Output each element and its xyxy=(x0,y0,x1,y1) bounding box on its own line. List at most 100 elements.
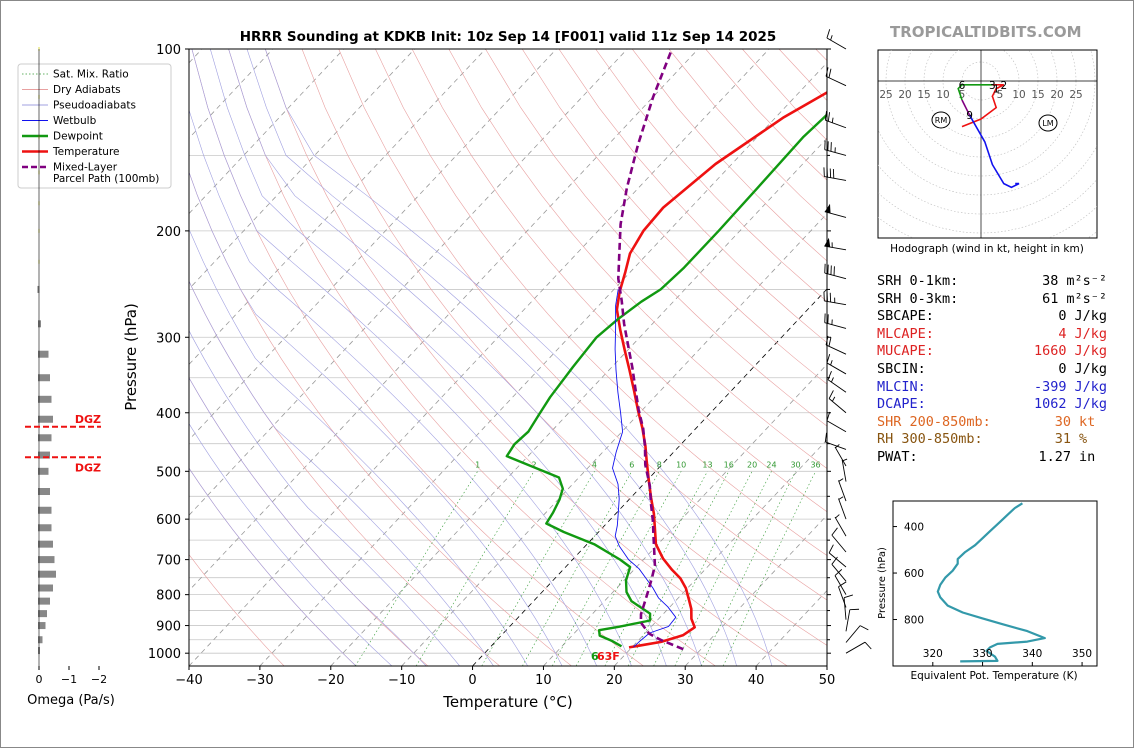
skewt-axis-ticks: −40 −30 −20 −10 0 10 20 30 40 50 100 200 300 400 500 60… xyxy=(148,43,835,688)
storm-motion-label: LM xyxy=(1042,119,1053,128)
barb-half-feather xyxy=(830,360,833,366)
barb-staff xyxy=(838,498,847,520)
parameters-table: SRH 0-1km: 38 m²s⁻² SRH 0-3km: 61 m²s⁻² SBCAPE… xyxy=(877,273,1107,467)
barb-feather xyxy=(828,390,834,399)
omega-bar xyxy=(38,415,53,423)
pseudoadiabat xyxy=(228,49,702,666)
dry-adiabat xyxy=(189,171,572,666)
wind-barb xyxy=(824,111,847,129)
omega-bar xyxy=(38,584,53,592)
param-label: MLCIN: xyxy=(877,378,926,395)
isotherm xyxy=(330,137,827,666)
param-row: MUCAPE: 1660 J/kg xyxy=(877,343,1107,361)
param-row: DCAPE: 1062 J/kg xyxy=(877,396,1107,414)
hodograph-height-label: 9 xyxy=(966,110,973,122)
param-unit: m²s⁻² xyxy=(1066,273,1107,289)
surface-temp-label: 6 63F xyxy=(591,650,620,663)
param-label: MLCAPE: xyxy=(877,325,934,342)
x-tick-label: 20 xyxy=(606,673,623,688)
omega-bar xyxy=(38,467,49,475)
barb-staff xyxy=(824,272,847,280)
x-tick-label: −40 xyxy=(175,673,202,688)
hodograph-ring-label: 10 xyxy=(936,89,949,101)
barb-feather xyxy=(825,67,829,77)
theta-e-x-tick-label: 350 xyxy=(1072,648,1092,660)
barb-staff xyxy=(824,176,847,181)
legend-label: Mixed-Layer xyxy=(53,162,118,174)
y-tick-label: 300 xyxy=(156,331,181,346)
param-unit: J/kg xyxy=(1074,325,1107,342)
param-row: RH 300-850mb: 31% xyxy=(877,431,1107,449)
barb-flag xyxy=(824,237,831,248)
barb-half-feather xyxy=(838,478,844,482)
barb-staff xyxy=(834,446,847,467)
barb-flag xyxy=(824,203,831,214)
mixing-ratio-line xyxy=(522,471,633,666)
hodograph-frame xyxy=(877,49,1098,239)
theta-e-y-tick-label: 800 xyxy=(904,615,924,627)
mixing-ratio-line xyxy=(701,471,796,666)
chart-title: HRRR Sounding at KDKB Init: 10z Sep 14 [… xyxy=(240,29,777,45)
param-label: MUCAPE: xyxy=(877,343,934,360)
param-unit: % xyxy=(1079,431,1088,448)
dry-adiabat xyxy=(558,49,827,344)
param-label: SHR 200-850mb: xyxy=(877,413,991,430)
dry-adiabat xyxy=(521,49,827,385)
hodograph-trace xyxy=(968,114,1020,189)
hodograph-ring-label: 5 xyxy=(959,89,966,101)
param-row: MLCAPE: 4 J/kg xyxy=(877,326,1107,344)
barb-staff xyxy=(828,552,847,568)
barb-staff xyxy=(825,75,847,87)
theta-e-x-label: Equivalent Pot. Temperature (K) xyxy=(910,670,1077,682)
hodograph-height-label: 6 xyxy=(959,80,966,92)
omega-bar xyxy=(38,350,49,358)
barb-feather xyxy=(859,625,869,631)
barb-feather xyxy=(826,354,831,364)
param-row: SBCAPE: 0 J/kg xyxy=(877,308,1107,326)
wind-barb xyxy=(826,411,847,433)
dry-adiabat xyxy=(301,49,827,646)
isotherm xyxy=(472,288,827,666)
omega-bar xyxy=(38,540,53,548)
skewt-panel: 1 2 4 6 8 10 13 16 20 24 30 36 −40 −30 −20 −10 0 10 20 30 4… xyxy=(122,43,835,711)
legend-label: Dewpoint xyxy=(53,131,103,143)
hodograph-ring-label: 15 xyxy=(917,89,930,101)
param-label: SRH 0-1km: xyxy=(877,273,959,289)
pseudoadiabat xyxy=(189,171,563,666)
param-unit: J/kg xyxy=(1074,360,1107,377)
isotherm xyxy=(189,49,557,441)
param-unit: m²s⁻² xyxy=(1066,290,1107,307)
skewt-background-lines: 1 2 4 6 8 10 13 16 20 24 30 36 xyxy=(189,49,827,666)
wind-barbs xyxy=(823,29,872,654)
barb-staff xyxy=(845,609,851,632)
mixing-ratio-label: 8 xyxy=(657,460,662,469)
param-unit: J/kg xyxy=(1074,378,1107,395)
barb-staff xyxy=(825,344,847,355)
param-unit: J/kg xyxy=(1074,343,1107,360)
storm-motion-label: RM xyxy=(935,116,948,125)
y-tick-label: 700 xyxy=(156,554,181,569)
omega-panel: 0 −1 −2 DGZ DGZ Omega (Pa/s) xyxy=(25,47,115,708)
dry-adiabat xyxy=(189,554,285,666)
theta-e-x-tick-label: 330 xyxy=(973,648,993,660)
wind-barb xyxy=(838,581,847,608)
hodograph-ring-label: 20 xyxy=(898,89,911,101)
hodograph-content: 25 20 15 10 5 5 10 15 20 25 1 23 6 9 RM LM xyxy=(878,50,1097,238)
legend-label: Sat. Mix. Ratio xyxy=(53,69,129,81)
param-row: PWAT: 1.27 in xyxy=(877,449,1107,467)
omega-bar xyxy=(38,488,50,496)
mixing-ratio-label: 36 xyxy=(810,460,820,469)
hodograph-trace xyxy=(961,99,971,116)
x-tick-label: 30 xyxy=(677,673,694,688)
theta-e-y-tick-label: 600 xyxy=(904,568,924,580)
dry-adiabat xyxy=(375,49,827,556)
x-tick-label: −10 xyxy=(388,673,415,688)
barb-staff xyxy=(845,625,861,643)
mixing-ratio-line xyxy=(355,471,478,666)
pseudoadiabat xyxy=(265,49,773,666)
barb-feather xyxy=(831,527,838,536)
series-dewpoint xyxy=(505,113,827,648)
mixing-ratio-line xyxy=(627,471,730,666)
